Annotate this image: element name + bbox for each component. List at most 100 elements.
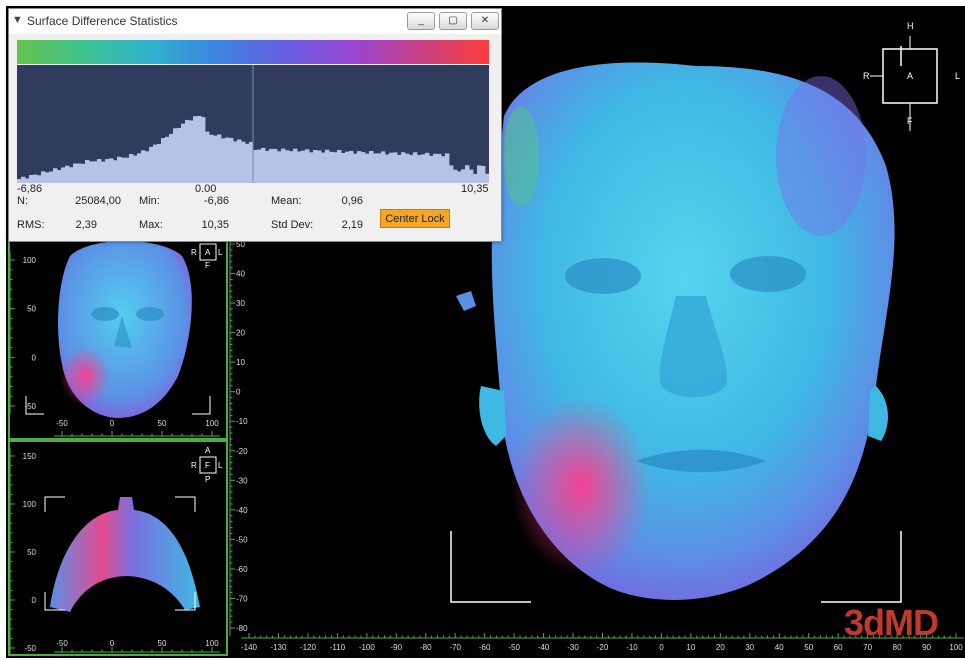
histogram-bar xyxy=(17,179,22,183)
ruler-tick-label: 90 xyxy=(922,643,931,652)
histogram-bar xyxy=(441,156,446,183)
ruler-tick-label: -50 xyxy=(24,402,36,411)
ruler-tick-label: -130 xyxy=(270,643,287,652)
stat-min-value: -6,86 xyxy=(203,195,229,207)
histogram-bar xyxy=(289,151,294,183)
ruler-tick-label: 100 xyxy=(205,419,219,428)
ruler-tick-label: -140 xyxy=(241,643,258,652)
ruler-tick-label: 150 xyxy=(23,452,37,461)
center-lock-button[interactable]: Center Lock xyxy=(380,209,450,228)
face-render xyxy=(456,62,895,600)
histogram-bar xyxy=(209,134,214,183)
ruler-tick-label: 40 xyxy=(236,270,245,279)
ruler-tick-label: -50 xyxy=(56,419,68,428)
ruler-tick-label: 0 xyxy=(659,643,664,652)
ruler-tick-label: -10 xyxy=(236,417,248,426)
ruler-tick-label: 0 xyxy=(110,419,115,428)
ruler-tick-label: 50 xyxy=(27,548,36,557)
ruler-tick-label: 50 xyxy=(158,639,167,648)
stat-n-label: N: xyxy=(17,195,28,207)
front-orientation-widget[interactable]: R A L F xyxy=(191,243,223,270)
histogram-bar xyxy=(313,150,318,183)
horizontal-ruler: -140 -130 -120 -110 -100 -90 -80 -70 -60 -50 -40 -3… xyxy=(241,633,964,652)
histogram-bar xyxy=(21,176,26,183)
front-view[interactable]: R A L F 100 50 0 -50 -50 0 50 100 xyxy=(9,236,226,438)
orientation-widget[interactable]: H R A L F xyxy=(863,21,960,131)
histogram-bar xyxy=(109,158,114,183)
bottom-orient-p: P xyxy=(205,475,210,484)
histogram-bar xyxy=(401,152,406,183)
stat-n-value: 25084,00 xyxy=(75,195,121,207)
histogram-bar xyxy=(361,152,366,183)
bottom-view-panel[interactable]: A R F L P 150 100 50 0 -50 -50 0 50 100 xyxy=(8,440,228,656)
ruler-tick-label: -60 xyxy=(236,565,248,574)
bottom-face-render xyxy=(50,497,200,612)
histogram-bar xyxy=(429,155,434,183)
front-view-panel[interactable]: R A L F 100 50 0 -50 -50 0 50 100 xyxy=(8,234,228,440)
histogram-bar xyxy=(269,148,274,183)
histogram-bar xyxy=(157,143,162,183)
histogram-bar xyxy=(337,150,342,183)
ruler-tick-label: -80 xyxy=(236,624,248,633)
histogram-bar xyxy=(453,169,458,183)
histogram-bar xyxy=(37,175,42,183)
title-bar[interactable]: ▼ Surface Difference Statistics _ ▢ ✕ xyxy=(9,9,501,34)
ruler-tick-label: 50 xyxy=(158,419,167,428)
front-orient-f: F xyxy=(205,261,210,270)
ruler-tick-label: 0 xyxy=(32,596,37,605)
ruler-tick-label: -50 xyxy=(24,644,36,653)
brand-watermark: 3dMD xyxy=(844,602,939,643)
bottom-view[interactable]: A R F L P 150 100 50 0 -50 -50 0 50 100 xyxy=(9,442,226,656)
histogram-bar xyxy=(389,152,394,183)
histogram-bar xyxy=(433,153,438,183)
bottom-orientation-widget[interactable]: A R F L P xyxy=(191,446,223,484)
histogram-bar xyxy=(397,154,402,183)
histogram-bar xyxy=(169,133,174,183)
main-view[interactable]: H R A L F 50403020100-10-20-30-40-50-60-… xyxy=(6,6,965,658)
stat-min-label: Min: xyxy=(139,195,160,207)
histogram-bar xyxy=(485,173,489,183)
histogram-bar xyxy=(481,165,486,183)
histogram-bar xyxy=(469,169,474,183)
close-button[interactable]: ✕ xyxy=(471,12,499,30)
histogram-bar xyxy=(281,148,286,183)
stats-window[interactable]: ▼ Surface Difference Statistics _ ▢ ✕ -6… xyxy=(8,8,502,242)
histogram-bar xyxy=(121,157,126,183)
bottom-bottom-ruler: -50 0 50 100 xyxy=(54,639,220,653)
histogram-bar xyxy=(409,154,414,183)
ruler-tick-label: -100 xyxy=(359,643,376,652)
histogram-bar xyxy=(325,149,330,183)
histogram-bar xyxy=(317,150,322,183)
stat-rms-label: RMS: xyxy=(17,219,45,231)
histogram-bar xyxy=(413,152,418,183)
stat-std-label: Std Dev: xyxy=(271,219,314,231)
histogram-bar xyxy=(233,141,238,183)
histogram-bar xyxy=(145,151,150,183)
ruler-tick-label: 0 xyxy=(236,388,241,397)
bottom-orient-f: F xyxy=(205,461,210,470)
ruler-tick-label: 20 xyxy=(716,643,725,652)
ruler-tick-label: -50 xyxy=(56,639,68,648)
ruler-tick-label: -40 xyxy=(538,643,550,652)
histogram-bar xyxy=(45,172,50,183)
histogram-bar xyxy=(149,146,154,183)
minimize-button[interactable]: _ xyxy=(407,12,435,30)
ruler-tick-label: 10 xyxy=(236,358,245,367)
ruler-tick-label: -30 xyxy=(567,643,579,652)
histogram-bar xyxy=(41,171,46,183)
histogram-bar xyxy=(449,165,454,183)
ruler-tick-label: 80 xyxy=(893,643,902,652)
ruler-tick-label: 10 xyxy=(686,643,695,652)
histogram-bar xyxy=(133,155,138,183)
histogram-bar xyxy=(73,163,78,183)
maximize-button[interactable]: ▢ xyxy=(439,12,467,30)
histogram-bar xyxy=(369,150,374,183)
histogram-bar xyxy=(153,144,158,183)
histogram-bar xyxy=(113,160,118,183)
histogram-bar xyxy=(93,161,98,183)
histogram-bar xyxy=(277,151,282,183)
front-bottom-ruler: -50 0 50 100 xyxy=(54,419,220,437)
histogram-bar xyxy=(385,154,390,183)
window-title: Surface Difference Statistics xyxy=(27,14,178,28)
histogram-bar xyxy=(65,165,70,183)
